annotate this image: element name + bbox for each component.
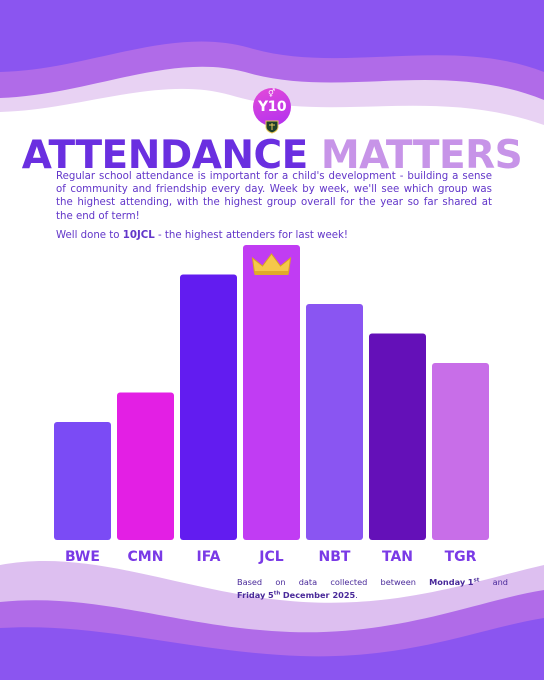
category-label-tgr: TGR xyxy=(445,549,477,565)
page-title: ATTENDANCE MATTERS xyxy=(0,133,544,178)
crown-band xyxy=(254,271,289,275)
winner-note: Well done to 10JCL - the highest attende… xyxy=(56,230,492,241)
crown-icon xyxy=(251,253,292,274)
category-label-bwe: BWE xyxy=(65,549,100,565)
bottom-wave-dark xyxy=(0,618,544,680)
footer-end-suffix: th xyxy=(273,590,281,597)
footer-period: . xyxy=(355,590,358,600)
footer-end-month: December 2025 xyxy=(282,590,356,600)
bar-ifa xyxy=(180,274,237,540)
top-wave-dark xyxy=(0,0,544,72)
footer-line-2: Friday 5th December 2025. xyxy=(237,589,508,602)
bar-bwe xyxy=(54,422,111,540)
footer-end-day: Friday xyxy=(237,590,266,600)
category-label-jcl: JCL xyxy=(258,549,283,565)
data-source-note: Based on data collected between Monday 1… xyxy=(237,576,508,602)
intro-paragraph: Regular school attendance is important f… xyxy=(56,171,492,222)
footer-start-num: 1 xyxy=(467,577,474,587)
bar-jcl xyxy=(243,245,300,540)
category-label-tan: TAN xyxy=(382,549,413,565)
bar-tgr xyxy=(432,363,489,540)
footer-start-day: Monday xyxy=(429,577,466,587)
year-badge: Y10 xyxy=(253,88,291,126)
winner-group: 10JCL xyxy=(122,230,155,241)
footer-word: Based xyxy=(237,577,263,587)
footer-word: data xyxy=(298,577,318,587)
footer-word: on xyxy=(275,577,286,587)
title-attendance: ATTENDANCE xyxy=(21,133,309,178)
category-label-ifa: IFA xyxy=(196,549,220,565)
bar-tan xyxy=(369,333,426,540)
category-label-cmn: CMN xyxy=(128,549,164,565)
footer-word: collected xyxy=(330,577,368,587)
year-badge-label: Y10 xyxy=(257,99,287,115)
footer-start-date: Monday 1st xyxy=(429,576,479,589)
title-matters: MATTERS xyxy=(320,133,523,178)
footer-word: between xyxy=(380,577,416,587)
footer-word: and xyxy=(492,577,508,587)
footer-end-num: 5 xyxy=(268,590,274,600)
school-crest-icon xyxy=(265,120,279,134)
footer-start-suffix: st xyxy=(473,577,480,584)
bar-nbt xyxy=(306,304,363,540)
winner-note-suffix: - the highest attenders for last week! xyxy=(154,230,348,241)
category-label-nbt: NBT xyxy=(319,549,351,565)
gender-symbol-icon: ⚥ xyxy=(268,89,276,98)
bar-cmn xyxy=(117,392,174,540)
winner-note-prefix: Well done to xyxy=(56,230,123,241)
